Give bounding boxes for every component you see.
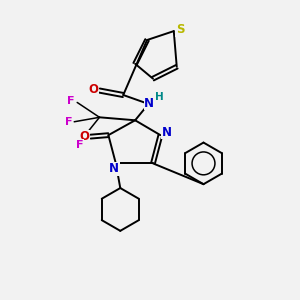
Text: H: H [155, 92, 164, 102]
Text: O: O [80, 130, 90, 143]
Text: S: S [176, 23, 184, 36]
Text: F: F [64, 117, 72, 127]
Text: N: N [144, 97, 154, 110]
Text: F: F [68, 96, 75, 106]
Text: N: N [162, 126, 172, 139]
Text: F: F [76, 140, 84, 150]
Text: O: O [88, 82, 98, 96]
Text: N: N [109, 162, 119, 175]
